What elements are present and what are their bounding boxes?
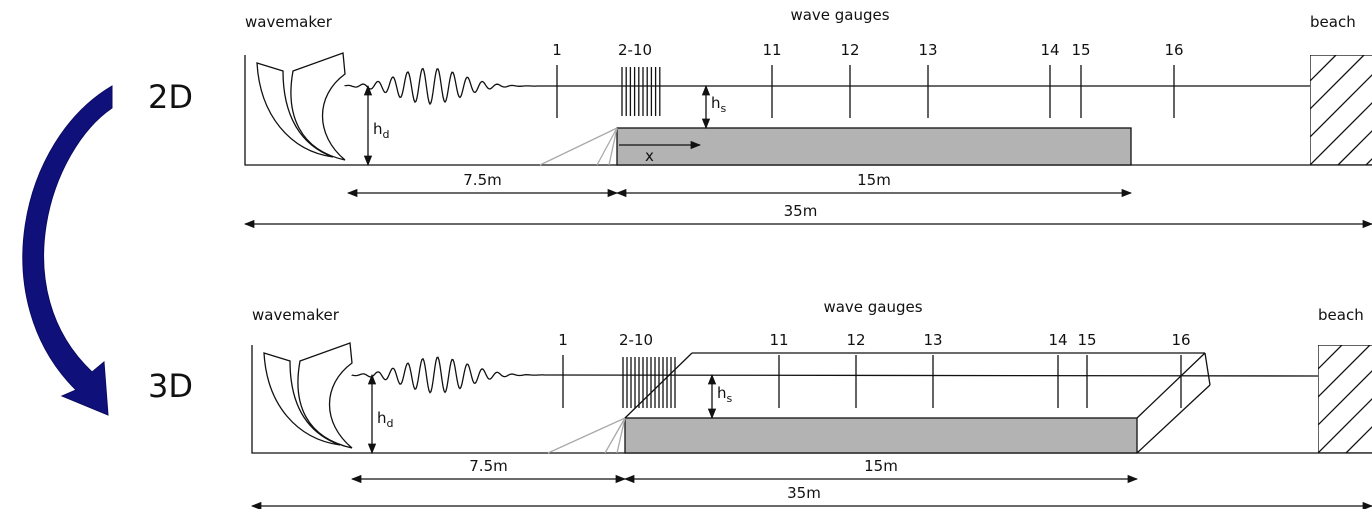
dimension-label: 35m [784, 202, 818, 220]
hatch [1345, 426, 1372, 453]
wavemaker-label: wavemaker [252, 306, 340, 324]
hatch [1310, 102, 1372, 165]
beach [1318, 345, 1372, 453]
submerged-shelf [616, 127, 1132, 166]
beach-label: beach [1318, 306, 1364, 324]
wave-train [351, 356, 553, 394]
symbol-label: hd [373, 120, 390, 141]
transition-arrow [22, 85, 113, 416]
slope-line [616, 417, 626, 454]
gauge-label: 16 [1171, 331, 1190, 349]
slope-line [604, 417, 626, 454]
slope-line [608, 127, 618, 166]
x-axis-label: x [645, 147, 654, 165]
hatch [1337, 130, 1372, 165]
symbol-label: hs [717, 384, 733, 405]
gauge-label: 15 [1077, 331, 1096, 349]
line [1136, 352, 1206, 419]
gauges-title: wave gauges [790, 6, 889, 24]
symbol-label: hd [377, 409, 394, 430]
symbol-label: hs [711, 94, 727, 115]
dimension-label-title: 3D [148, 367, 193, 405]
hatch [1318, 370, 1372, 426]
slope-line [539, 127, 618, 166]
symbol-base: h [373, 120, 383, 138]
hatch [1318, 398, 1372, 453]
symbol-subscript: s [721, 102, 727, 115]
gauge-label: 2-10 [619, 331, 653, 349]
gauge-label: 12 [840, 41, 859, 59]
line [1204, 352, 1211, 386]
gauge-label: 13 [918, 41, 937, 59]
dimension-label: 35m [787, 484, 821, 502]
symbol-base: h [717, 384, 727, 402]
gauge-label: 16 [1164, 41, 1183, 59]
gauge-label: 12 [846, 331, 865, 349]
gauge-label: 2-10 [618, 41, 652, 59]
hatch [1310, 55, 1337, 82]
symbol-subscript: d [387, 417, 394, 430]
gauges-title: wave gauges [823, 298, 922, 316]
hatch [1310, 74, 1372, 138]
gauge-label: 14 [1040, 41, 1059, 59]
gauge-label: 1 [558, 331, 568, 349]
wave-train [344, 67, 547, 106]
submerged-shelf [624, 417, 1138, 454]
gauge-label: 14 [1048, 331, 1067, 349]
symbol-base: h [377, 409, 387, 427]
wavemaker-label: wavemaker [245, 13, 333, 31]
wavemaker-paddle [263, 352, 341, 446]
beach [1310, 55, 1372, 165]
wavemaker-paddle [290, 52, 346, 161]
symbol-subscript: s [727, 392, 733, 405]
line [1136, 384, 1211, 454]
beach-label: beach [1310, 13, 1356, 31]
gauge-label: 11 [762, 41, 781, 59]
dimension-label: 15m [864, 457, 898, 475]
slope-line [547, 417, 626, 454]
symbol-base: h [711, 94, 721, 112]
dimension-label: 7.5m [469, 457, 507, 475]
slope-line [596, 127, 618, 166]
gauge-label: 13 [923, 331, 942, 349]
dimension-label-title: 2D [148, 78, 193, 116]
hatch [1365, 158, 1372, 165]
hatch [1318, 345, 1371, 398]
gauge-label: 11 [769, 331, 788, 349]
hatch [1318, 345, 1343, 370]
wavemaker-paddle [297, 342, 353, 449]
dimension-label: 15m [857, 171, 891, 189]
hatch [1310, 55, 1365, 110]
dimension-label: 7.5m [463, 171, 501, 189]
line [552, 374, 1319, 377]
gauge-label: 1 [552, 41, 562, 59]
symbol-subscript: d [383, 128, 390, 141]
gauge-label: 15 [1071, 41, 1090, 59]
wavemaker-paddle [256, 62, 334, 158]
